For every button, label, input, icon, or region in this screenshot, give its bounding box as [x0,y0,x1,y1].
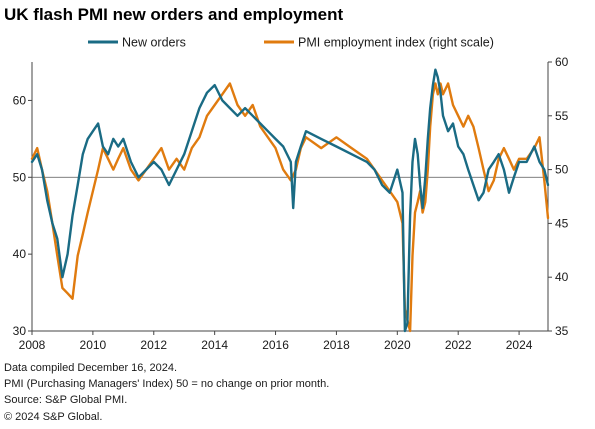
x-tick-label: 2016 [262,338,289,352]
x-tick-label: 2010 [80,338,107,352]
x-tick-label: 2020 [384,338,411,352]
footnote-data-compiled: Data compiled December 16, 2024. [4,362,178,374]
footnote-source: Source: S&P Global PMI. [4,394,128,407]
x-tick-label: 2022 [445,338,472,352]
pmi-line-chart: 30 40 50 60 35 40 45 50 55 60 2008 2010 2012 2014 2016… [13,36,569,353]
left-tick-label: 50 [13,170,27,184]
left-tick-label: 40 [13,247,27,261]
x-tick-label: 2024 [506,338,533,352]
right-tick-label: 60 [555,55,569,69]
legend-new-orders-label: New orders [122,36,186,50]
footnotes: Data compiled December 16, 2024. PMI (Pu… [4,360,329,425]
x-tick-label: 2014 [201,338,228,352]
series-line-employment [30,82,550,333]
footnote-pmi-definition: PMI (Purchasing Managers' Index) 50 = no… [4,378,330,391]
x-tick-label: 2008 [19,338,46,352]
right-tick-label: 55 [555,109,569,123]
right-tick-label: 35 [555,324,569,338]
right-tick-label: 40 [555,270,569,284]
left-tick-label: 30 [13,324,27,338]
right-tick-label: 50 [555,163,569,177]
footnote-copyright: © 2024 S&P Global. [4,410,103,423]
left-tick-label: 60 [13,93,27,107]
legend-employment-label: PMI employment index (right scale) [298,36,494,50]
series-line-new-orders [30,68,550,333]
x-tick-label: 2012 [140,338,167,352]
x-tick-label: 2018 [323,338,350,352]
right-tick-label: 45 [555,216,569,230]
chart-title: UK flash PMI new orders and employment [4,5,344,24]
